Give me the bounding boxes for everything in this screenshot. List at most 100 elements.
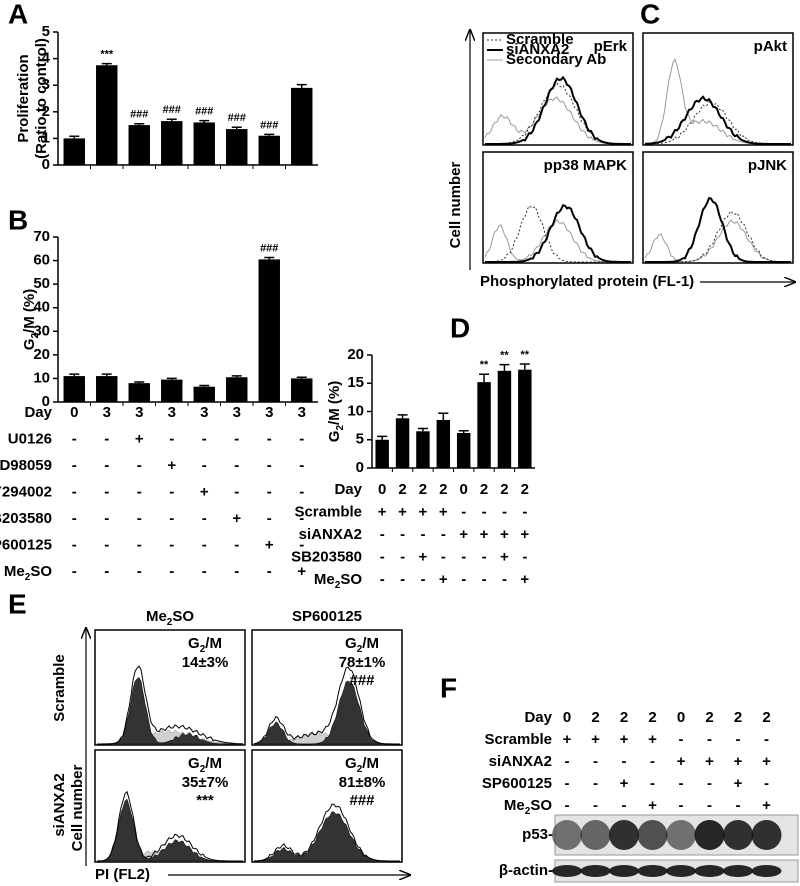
condition-label-part: SO: [30, 563, 52, 580]
y-tick-label: 40: [33, 299, 50, 316]
band-label: p53-: [522, 826, 553, 843]
condition-label: SB203580: [291, 548, 362, 565]
condition-label: SB203580: [0, 510, 52, 527]
condition-value: -: [679, 731, 684, 748]
condition-value: -: [72, 510, 77, 527]
y-tick-label: 70: [33, 228, 50, 245]
panel-label: B: [8, 204, 28, 235]
gate-value: 78±1%: [339, 654, 386, 671]
bar: [291, 87, 313, 165]
condition-label: Me2SO: [314, 571, 362, 591]
condition-value: +: [419, 548, 428, 565]
y-axis-label: (Ratio to control): [33, 38, 50, 159]
column-label-part: SO: [172, 608, 194, 625]
row-label: Scramble: [51, 654, 68, 722]
phase-area: [97, 677, 243, 745]
condition-value: +: [297, 563, 306, 580]
column-label: Me2SO: [146, 608, 194, 628]
condition-value: 2: [734, 709, 742, 726]
condition-value: -: [72, 430, 77, 447]
condition-value: -: [137, 457, 142, 474]
bar: [477, 382, 491, 468]
bar: [96, 376, 118, 402]
condition-value: 3: [168, 404, 176, 421]
y-tick-label: 60: [33, 252, 50, 269]
condition-value: +: [378, 503, 387, 520]
condition-value: -: [593, 775, 598, 792]
histogram-curve: [484, 96, 631, 145]
gate-label-part: 2: [200, 644, 206, 655]
blot-band: [751, 820, 782, 850]
y-tick-label: 2: [42, 103, 50, 120]
condition-value: -: [202, 510, 207, 527]
bar: [128, 125, 150, 165]
condition-value: -: [104, 563, 109, 580]
blot-band: [751, 865, 782, 877]
y-tick-label: 3: [42, 76, 50, 93]
error-bar: [101, 373, 112, 377]
condition-label-part: Me: [314, 571, 335, 588]
bar: [395, 418, 410, 468]
histogram-title: pJNK: [748, 157, 787, 174]
bar: [497, 370, 512, 468]
error-bar: [296, 83, 307, 88]
condition-value: +: [762, 753, 771, 770]
y-axis-label-part: /M (%): [326, 381, 343, 425]
condition-value: -: [267, 430, 272, 447]
condition-value: -: [502, 503, 507, 520]
condition-value: 0: [677, 709, 685, 726]
y-tick-label: 5: [42, 23, 50, 40]
condition-value: 0: [70, 404, 78, 421]
condition-value: -: [267, 457, 272, 474]
gate-label-part: 2: [357, 644, 363, 655]
y-tick-label: 4: [42, 50, 51, 67]
significance-label: ###: [130, 109, 148, 121]
bar: [291, 378, 313, 402]
condition-value: -: [72, 457, 77, 474]
bar: [96, 65, 118, 165]
gate-label-part: /M: [205, 755, 222, 772]
condition-value: 2: [648, 709, 656, 726]
column-label: SP600125: [292, 608, 362, 625]
y-axis-label-part: 2: [30, 333, 41, 339]
condition-value: -: [565, 797, 570, 814]
condition-value: +: [762, 797, 771, 814]
bar: [193, 386, 215, 402]
blot-band: [723, 865, 753, 877]
histogram-curve: [485, 82, 631, 145]
y-axis-label-part: 2: [335, 425, 346, 431]
y-tick-label: 1: [42, 129, 50, 146]
condition-value: -: [502, 571, 507, 588]
condition-value: -: [104, 430, 109, 447]
condition-value: -: [420, 526, 425, 543]
condition-value: 3: [233, 404, 241, 421]
x-axis-label: Phosphorylated protein (FL-1): [480, 273, 694, 290]
y-axis-label: Cell number: [447, 161, 464, 248]
legend-label: siANXA2: [506, 41, 569, 58]
condition-value: -: [299, 430, 304, 447]
condition-value: -: [380, 548, 385, 565]
histogram-title: pAkt: [754, 38, 787, 55]
condition-value: 0: [460, 481, 468, 498]
condition-value: -: [169, 563, 174, 580]
bar: [375, 439, 389, 468]
blot-band: [666, 865, 696, 877]
condition-value: -: [234, 483, 239, 500]
condition-label-part: Me: [504, 797, 525, 814]
blot-band: [580, 865, 611, 877]
y-tick-label: 10: [33, 369, 50, 386]
condition-value: 2: [439, 481, 447, 498]
condition-value: 2: [500, 481, 508, 498]
condition-value: -: [400, 526, 405, 543]
error-bar: [69, 135, 80, 139]
histogram-frame: [482, 32, 634, 146]
condition-value: 3: [200, 404, 208, 421]
condition-value: -: [565, 775, 570, 792]
condition-value: -: [137, 510, 142, 527]
condition-value: +: [705, 753, 714, 770]
panel-label: D: [450, 312, 470, 343]
condition-value: -: [522, 503, 527, 520]
condition-value: -: [461, 548, 466, 565]
gate-label: G2/M: [188, 635, 222, 655]
significance-label: **: [500, 350, 509, 362]
